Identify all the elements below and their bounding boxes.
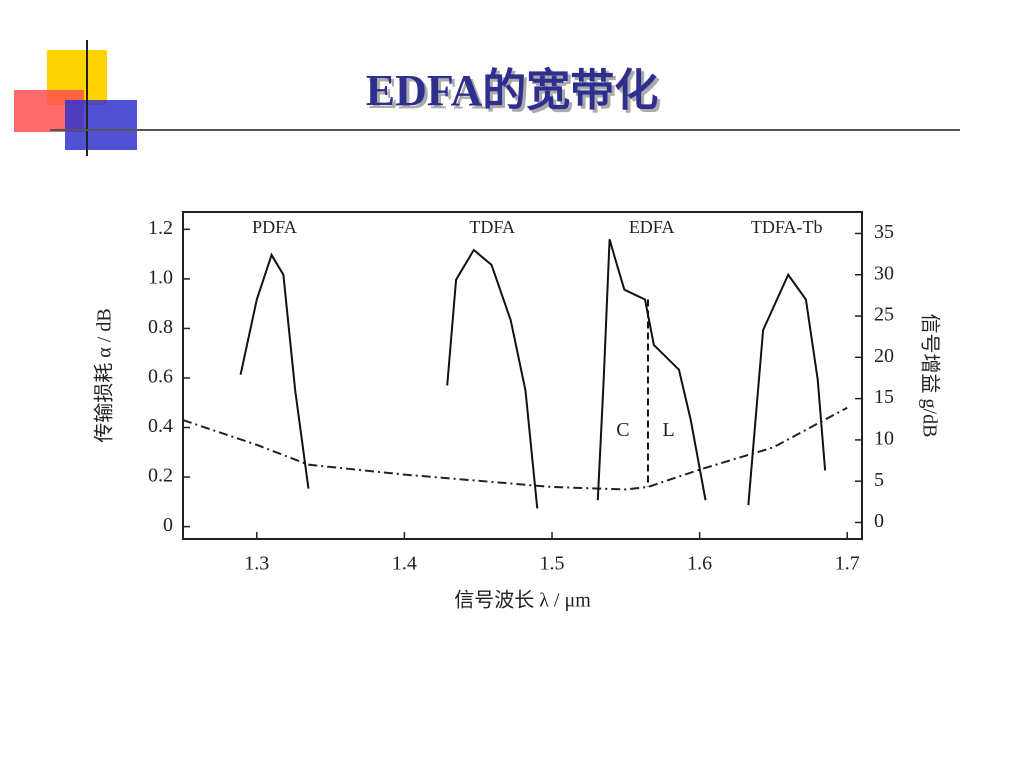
y2-axis-label: 信号增益 g/dB bbox=[918, 314, 941, 438]
y2-tick-label: 15 bbox=[874, 386, 894, 408]
series-line bbox=[446, 248, 539, 509]
plot-frame bbox=[182, 211, 863, 540]
y2-tick-label: 25 bbox=[874, 304, 894, 326]
y2-tick-label: 30 bbox=[874, 262, 894, 284]
slide-title: EDFA的宽带化 bbox=[366, 66, 659, 115]
x-tick-label: 1.4 bbox=[392, 553, 417, 575]
y-tick-label: 0.6 bbox=[148, 366, 173, 388]
series-line bbox=[182, 406, 848, 491]
y-tick-label: 0.8 bbox=[148, 316, 173, 338]
series-label: EDFA bbox=[629, 217, 675, 237]
y-tick-label: 1.2 bbox=[148, 217, 173, 239]
y-tick-label: 0.2 bbox=[148, 465, 173, 487]
annotation: L bbox=[663, 419, 675, 441]
x-tick-label: 1.7 bbox=[835, 553, 860, 575]
series-label: PDFA bbox=[252, 217, 297, 237]
series-line bbox=[747, 272, 827, 506]
x-tick-label: 1.3 bbox=[244, 553, 269, 575]
y-tick-label: 0 bbox=[163, 514, 173, 536]
series-label: TDFA-Tb bbox=[751, 217, 823, 237]
annotation: C bbox=[616, 419, 629, 441]
title-shadow: EDFA的宽带化 bbox=[369, 69, 662, 118]
y2-tick-label: 0 bbox=[874, 510, 884, 532]
y2-tick-label: 20 bbox=[874, 345, 894, 367]
series-line bbox=[239, 252, 310, 489]
y-axis-label: 传输损耗 α / dB bbox=[93, 308, 116, 442]
x-axis-label: 信号波长 λ / μm bbox=[454, 589, 591, 612]
series-line bbox=[596, 238, 707, 501]
series-label: TDFA bbox=[469, 217, 515, 237]
y2-tick-label: 5 bbox=[874, 469, 884, 491]
deco-square bbox=[65, 100, 137, 150]
y-tick-label: 0.4 bbox=[148, 415, 173, 437]
x-tick-label: 1.5 bbox=[540, 553, 565, 575]
y2-tick-label: 10 bbox=[874, 428, 894, 450]
y-tick-label: 1.0 bbox=[148, 266, 173, 288]
x-tick-label: 1.6 bbox=[687, 553, 712, 575]
y2-tick-label: 35 bbox=[874, 221, 894, 243]
